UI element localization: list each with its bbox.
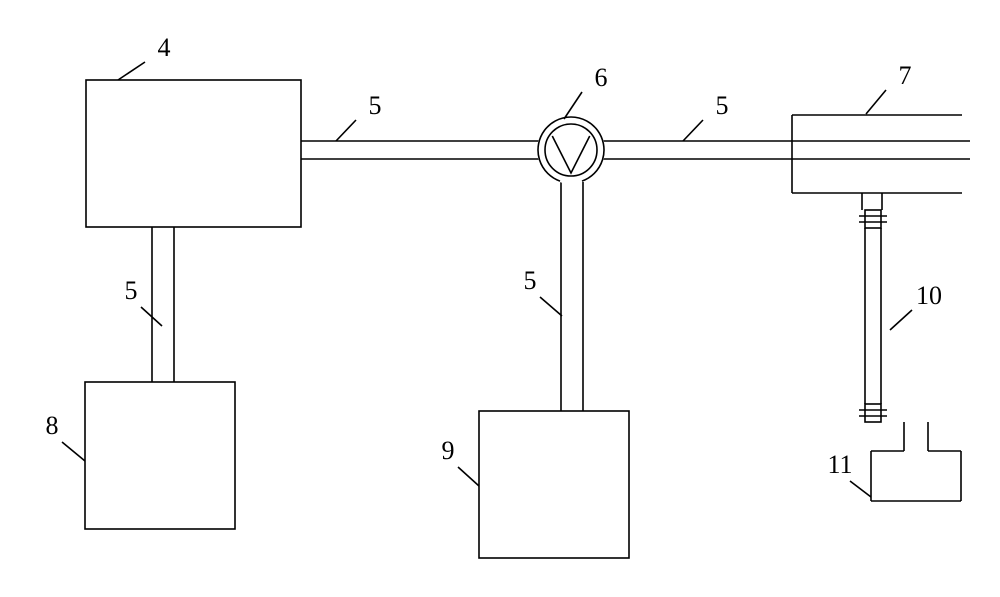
- callout-line-5b: [683, 120, 703, 141]
- callout-line-5a: [336, 120, 356, 141]
- callout-label-9: 9: [442, 436, 455, 465]
- callout-label-10: 10: [916, 281, 942, 310]
- callout-line-4: [118, 62, 145, 80]
- callout-label-5c: 5: [125, 276, 138, 305]
- callout-label-6: 6: [595, 63, 608, 92]
- callout-line-6: [564, 92, 582, 119]
- callout-line-7: [866, 90, 886, 114]
- callout-label-11: 11: [827, 450, 852, 479]
- callout-line-10: [890, 310, 912, 330]
- box-4: [86, 80, 301, 227]
- callout-label-5a: 5: [369, 91, 382, 120]
- callout-label-7: 7: [899, 61, 912, 90]
- rod-10-coupling-top: [865, 210, 881, 228]
- callout-line-5d: [540, 297, 562, 316]
- callout-line-8: [62, 442, 85, 461]
- rod-10-coupling-bottom: [865, 404, 881, 422]
- box-9: [479, 411, 629, 558]
- box-8: [85, 382, 235, 529]
- callout-line-11: [850, 481, 871, 497]
- callout-label-4: 4: [158, 33, 171, 62]
- callout-label-5b: 5: [716, 91, 729, 120]
- callout-label-8: 8: [46, 411, 59, 440]
- callout-label-5d: 5: [524, 266, 537, 295]
- callout-line-9: [458, 467, 479, 486]
